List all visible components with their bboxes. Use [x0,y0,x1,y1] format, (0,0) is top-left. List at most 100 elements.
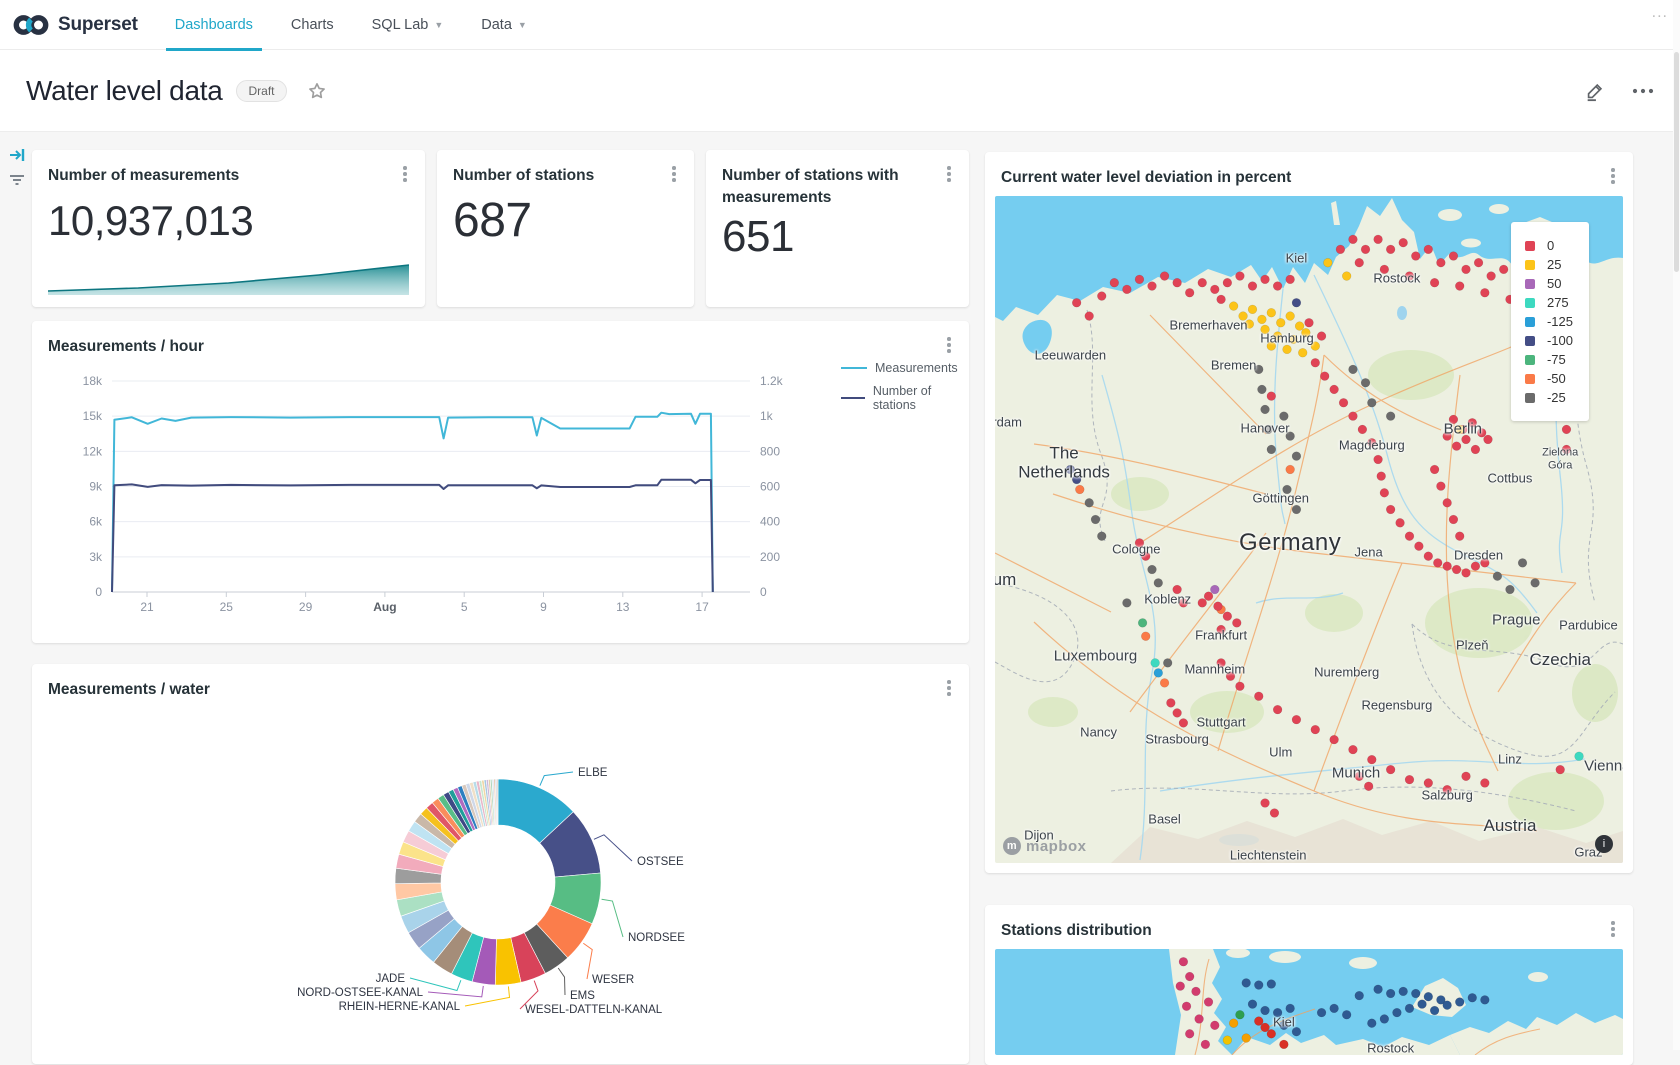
station-dot [1216,624,1226,635]
nav-data[interactable]: Data ▼ [481,16,527,33]
station-dot [1448,251,1459,261]
chevron-down-icon: ▼ [517,19,527,30]
expand-filter-panel-icon[interactable] [8,146,26,169]
map-city-label: Cologne [1112,541,1161,557]
station-dot [1298,348,1308,358]
station-dot [1216,294,1226,305]
station-dot [1451,441,1462,451]
station-dot [1451,564,1462,575]
station-dot [1147,564,1157,575]
stations-map[interactable]: Kiel Rostock [995,949,1623,1055]
station-dot [1134,538,1145,548]
map-city-label: Belgium [995,569,1017,589]
station-dot [1178,957,1189,967]
legend-swatch [1524,240,1535,251]
station-dot [1254,691,1264,701]
favorite-star-icon[interactable] [307,81,327,101]
filter-icon[interactable] [8,172,26,193]
station-dot [1477,428,1487,438]
station-dot [1178,598,1189,608]
station-dot [1282,344,1292,355]
legend-item[interactable]: -125 [1524,314,1573,329]
card-title: Stations distribution [1001,922,1152,939]
map-city-label: Ulm [1269,744,1293,760]
chevron-down-icon: ▼ [434,19,444,30]
kebab-menu-icon[interactable] [666,164,682,184]
draft-badge: Draft [236,79,287,102]
station-dot [1342,271,1352,281]
kebab-menu-icon[interactable] [941,335,957,355]
station-dot [1348,744,1358,755]
station-dot [1247,999,1258,1009]
legend-item[interactable]: 25 [1524,257,1573,272]
station-dot [1247,304,1258,315]
kebab-menu-icon[interactable] [941,678,957,698]
map-info-icon[interactable]: i [1595,835,1613,853]
station-dot [1429,1005,1440,1016]
more-options-icon[interactable] [1632,88,1654,94]
donut-chart: ELBE OSTSEE NORDSEE WESER EMS WESEL-DATTELN-K… [297,767,685,1016]
map-city-label: Vienna [1584,757,1623,775]
legend-item[interactable]: 275 [1524,295,1573,310]
station-dot [1210,584,1220,595]
dashboard-header: Water level data Draft [0,50,1680,132]
station-dot [1367,398,1377,408]
kpi-value: 10,937,013 [48,197,254,245]
legend-item[interactable]: 50 [1524,276,1573,291]
station-dot [1216,658,1226,668]
map-city-label: Jena [1354,544,1383,560]
legend-item[interactable]: -50 [1524,371,1573,386]
deviation-map[interactable]: Leeuwarden Amsterdam The Netherlands Belgiu… [995,196,1623,863]
station-dot [1367,754,1377,765]
station-dot [1414,541,1424,551]
kebab-menu-icon[interactable] [1605,166,1621,186]
edit-pencil-icon[interactable] [1584,80,1606,102]
map-city-label: Leeuwarden [1034,347,1107,363]
donut-label: OSTSEE [637,856,684,868]
nav-charts[interactable]: Charts [290,16,334,33]
station-dot [1442,1000,1452,1010]
kpi-card-stations: Number of stations 687 [437,150,694,307]
station-dot [1260,274,1270,285]
station-dot [1260,324,1270,335]
svg-text:Aug: Aug [373,600,396,614]
station-dot [1272,704,1283,715]
station-dot [1373,984,1383,994]
legend-swatch [1524,259,1535,270]
donut-slice[interactable] [496,778,499,826]
line-chart: 18k 1.2k 15k 1k 12k 800 9k 600 6k 400 3k 200 0 0 21 25 2… [83,374,784,614]
card-title: Measurements / hour [48,338,204,355]
legend-item[interactable]: 0 [1524,238,1573,253]
kebab-menu-icon[interactable] [397,164,413,184]
svg-text:6k: 6k [89,515,103,529]
superset-logo[interactable]: Superset [0,12,156,38]
chart-card-measurements-per-hour: Measurements / hour 18k 1.2k 15k 1k 12k 800 9k… [32,321,969,643]
legend-item[interactable]: -75 [1524,352,1573,367]
station-dot [1364,781,1374,791]
station-dot [1266,979,1276,989]
station-dot [1185,971,1195,982]
legend-item[interactable]: -100 [1524,333,1573,348]
station-dot [1467,993,1477,1003]
station-dot [1084,311,1094,321]
station-dot [1222,278,1233,288]
nav-overflow-menu[interactable]: ... [1651,4,1668,21]
station-dot [1141,551,1151,561]
station-dot [1338,398,1349,408]
legend-item-measurements[interactable]: Measurements [841,361,969,375]
legend-swatch [1524,373,1535,384]
legend-label: -100 [1546,333,1573,348]
legend-item[interactable]: -25 [1524,390,1573,405]
kebab-menu-icon[interactable] [1605,919,1621,939]
station-dot [1260,1005,1270,1016]
station-dot [1097,291,1107,301]
page-scrollbar[interactable] [1673,0,1680,1050]
map-city-label: Germany [1239,529,1342,557]
legend-item-number-of-stations[interactable]: Number of stations [841,384,969,412]
station-dot [1360,378,1371,388]
nav-dashboards[interactable]: Dashboards [156,0,272,51]
kebab-menu-icon[interactable] [941,164,957,184]
nav-sql-lab[interactable]: SQL Lab ▼ [371,16,444,33]
station-dot [1185,1029,1195,1039]
mapbox-attribution: m mapbox [1003,837,1087,855]
